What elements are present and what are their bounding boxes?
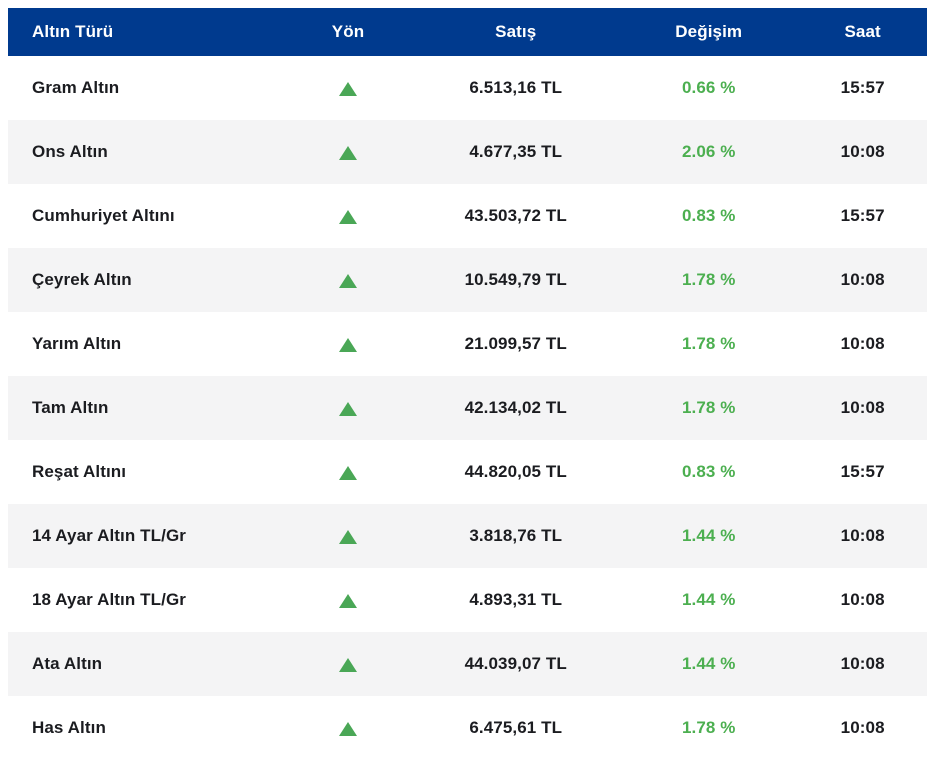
table-row[interactable]: Reşat Altını 44.820,05 TL 0.83 % 15:57 [8, 440, 927, 504]
price-cell: 42.134,02 TL [464, 398, 567, 417]
up-triangle-icon [339, 209, 358, 224]
gold-type-cell: Tam Altın [32, 398, 109, 417]
change-cell: 1.78 % [681, 398, 736, 417]
column-header-change: Değişim [675, 22, 743, 41]
gold-type-cell: Ons Altın [32, 142, 108, 161]
time-cell: 15:57 [840, 462, 885, 481]
up-triangle-icon [339, 721, 358, 736]
change-cell: 1.44 % [681, 654, 736, 673]
up-triangle-icon [339, 273, 358, 288]
table-row[interactable]: Yarım Altın 21.099,57 TL 1.78 % 10:08 [8, 312, 927, 376]
up-triangle-icon [339, 337, 358, 352]
table-row[interactable]: Gram Altın 6.513,16 TL 0.66 % 15:57 [8, 56, 927, 120]
gold-type-cell: 18 Ayar Altın TL/Gr [32, 590, 186, 609]
column-header-direction: Yön [331, 22, 365, 41]
change-cell: 1.78 % [681, 718, 736, 737]
table-row[interactable]: Has Altın 6.475,61 TL 1.78 % 10:08 [8, 696, 927, 760]
time-cell: 15:57 [840, 78, 885, 97]
change-cell: 0.66 % [681, 78, 736, 97]
direction-cell [284, 334, 413, 354]
table-row[interactable]: Ons Altın 4.677,35 TL 2.06 % 10:08 [8, 120, 927, 184]
direction-cell [284, 654, 413, 674]
price-cell: 10.549,79 TL [464, 270, 567, 289]
gold-type-cell: Yarım Altın [32, 334, 122, 353]
up-triangle-icon [339, 145, 358, 160]
up-triangle-icon [339, 593, 358, 608]
table-body: Gram Altın 6.513,16 TL 0.66 % 15:57 Ons … [8, 56, 927, 760]
direction-cell [284, 398, 413, 418]
price-cell: 43.503,72 TL [464, 206, 567, 225]
table-row[interactable]: 18 Ayar Altın TL/Gr 4.893,31 TL 1.44 % 1… [8, 568, 927, 632]
price-cell: 6.513,16 TL [469, 78, 563, 97]
direction-cell [284, 270, 413, 290]
table-header-row: Altın Türü Yön Satış Değişim Saat [8, 8, 927, 56]
direction-cell [284, 462, 413, 482]
time-cell: 10:08 [840, 398, 885, 417]
price-cell: 3.818,76 TL [469, 526, 563, 545]
time-cell: 10:08 [840, 142, 885, 161]
gold-type-cell: Has Altın [32, 718, 106, 737]
direction-cell [284, 206, 413, 226]
gold-prices-table: Altın Türü Yön Satış Değişim Saat Gram A… [8, 8, 927, 760]
time-cell: 10:08 [840, 718, 885, 737]
direction-cell [284, 526, 413, 546]
time-cell: 10:08 [840, 654, 885, 673]
change-cell: 1.44 % [681, 590, 736, 609]
price-cell: 21.099,57 TL [464, 334, 567, 353]
time-cell: 10:08 [840, 526, 885, 545]
table-row[interactable]: Çeyrek Altın 10.549,79 TL 1.78 % 10:08 [8, 248, 927, 312]
gold-type-cell: 14 Ayar Altın TL/Gr [32, 526, 186, 545]
up-triangle-icon [339, 529, 358, 544]
column-header-price: Satış [495, 22, 537, 41]
up-triangle-icon [339, 81, 358, 96]
gold-type-cell: Çeyrek Altın [32, 270, 132, 289]
price-cell: 4.893,31 TL [469, 590, 563, 609]
gold-type-cell: Reşat Altını [32, 462, 127, 481]
column-header-gold-type: Altın Türü [32, 22, 114, 41]
time-cell: 15:57 [840, 206, 885, 225]
direction-cell [284, 142, 413, 162]
gold-type-cell: Ata Altın [32, 654, 103, 673]
direction-cell [284, 78, 413, 98]
table-row[interactable]: Ata Altın 44.039,07 TL 1.44 % 10:08 [8, 632, 927, 696]
price-cell: 44.820,05 TL [464, 462, 567, 481]
table-row[interactable]: Cumhuriyet Altını 43.503,72 TL 0.83 % 15… [8, 184, 927, 248]
gold-type-cell: Gram Altın [32, 78, 120, 97]
price-cell: 4.677,35 TL [469, 142, 563, 161]
time-cell: 10:08 [840, 270, 885, 289]
change-cell: 1.44 % [681, 526, 736, 545]
time-cell: 10:08 [840, 334, 885, 353]
up-triangle-icon [339, 401, 358, 416]
change-cell: 2.06 % [681, 142, 736, 161]
change-cell: 1.78 % [681, 334, 736, 353]
gold-type-cell: Cumhuriyet Altını [32, 206, 175, 225]
price-cell: 44.039,07 TL [464, 654, 567, 673]
direction-cell [284, 590, 413, 610]
time-cell: 10:08 [840, 590, 885, 609]
price-cell: 6.475,61 TL [469, 718, 563, 737]
column-header-time: Saat [844, 22, 881, 41]
change-cell: 0.83 % [681, 206, 736, 225]
change-cell: 1.78 % [681, 270, 736, 289]
table-row[interactable]: 14 Ayar Altın TL/Gr 3.818,76 TL 1.44 % 1… [8, 504, 927, 568]
change-cell: 0.83 % [681, 462, 736, 481]
up-triangle-icon [339, 657, 358, 672]
up-triangle-icon [339, 465, 358, 480]
table-row[interactable]: Tam Altın 42.134,02 TL 1.78 % 10:08 [8, 376, 927, 440]
direction-cell [284, 718, 413, 738]
